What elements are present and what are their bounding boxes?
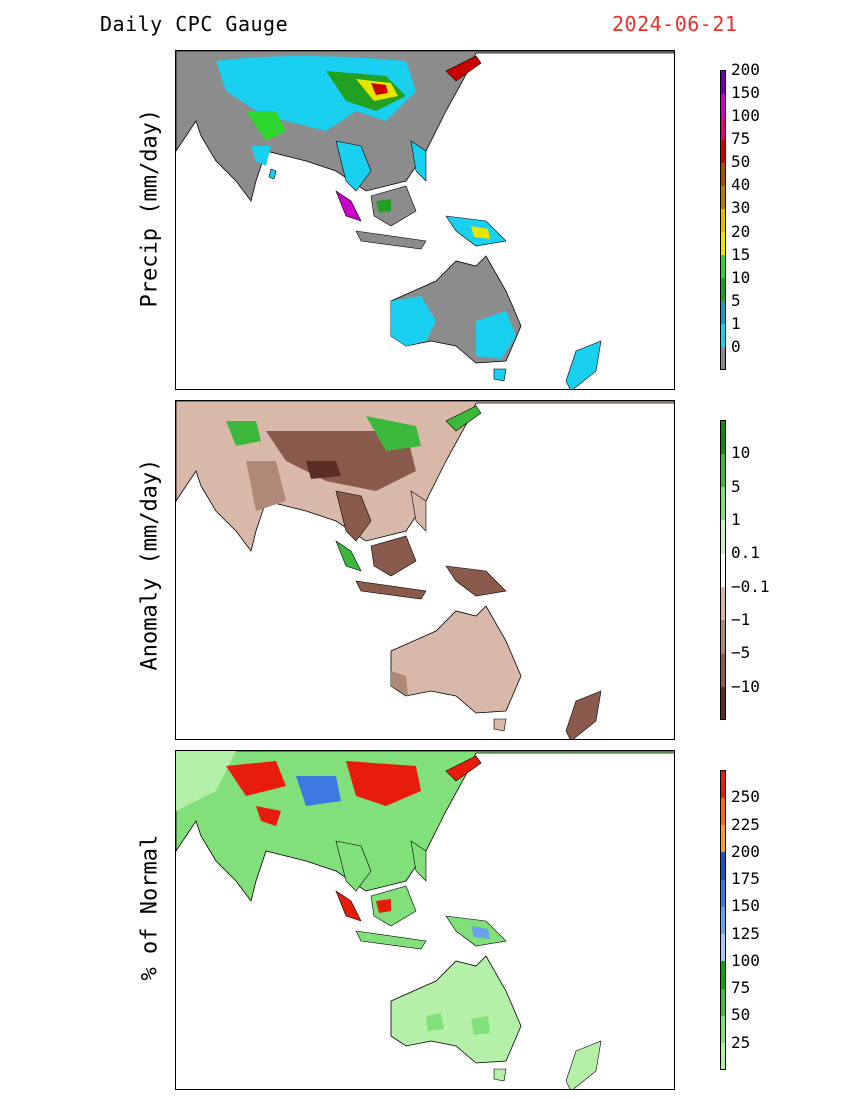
colorbar-segment bbox=[720, 231, 726, 256]
colorbar-tick-label: 1 bbox=[731, 313, 741, 333]
anomaly-map bbox=[176, 401, 674, 739]
percent-map-panel bbox=[175, 750, 675, 1090]
colorbar-segment bbox=[720, 139, 726, 163]
colorbar-segment bbox=[720, 686, 726, 721]
colorbar-tick-label: 10 bbox=[731, 443, 751, 463]
colorbar-segment bbox=[720, 770, 726, 798]
colorbar-tick-label: −1 bbox=[731, 610, 751, 629]
colorbar-tick-label: 50 bbox=[731, 152, 751, 172]
colorbar-tick-label: 5 bbox=[731, 476, 741, 496]
colorbar-segment bbox=[720, 162, 726, 186]
colorbar-segment bbox=[720, 851, 726, 880]
colorbar-tick-label: −10 bbox=[731, 676, 760, 696]
percent-map bbox=[176, 751, 674, 1089]
colorbar-segment bbox=[720, 933, 726, 962]
colorbar-tick-label: 30 bbox=[731, 198, 751, 218]
colorbar-tick-label: 150 bbox=[731, 83, 760, 103]
colorbar-tick-label: 10 bbox=[731, 267, 751, 287]
colorbar-segment bbox=[720, 906, 726, 935]
colorbar-tick-label: 100 bbox=[731, 106, 760, 126]
date-label: 2024-06-21 bbox=[612, 12, 738, 36]
colorbar-tick-label: −0.1 bbox=[731, 576, 770, 596]
colorbar-tick-label: 0 bbox=[731, 336, 741, 356]
colorbar-tick-label: 200 bbox=[731, 841, 760, 861]
colorbar-tick-label: 20 bbox=[731, 221, 751, 241]
colorbar-segment bbox=[720, 185, 726, 209]
colorbar-strip bbox=[720, 420, 726, 721]
colorbar-segment bbox=[720, 1015, 726, 1044]
colorbar-strip bbox=[720, 770, 726, 1071]
colorbar-segment bbox=[720, 486, 726, 521]
colorbar-tick-label: 5 bbox=[731, 290, 741, 310]
colorbar-tick-label: 175 bbox=[731, 869, 760, 889]
colorbar-segment bbox=[720, 323, 726, 348]
colorbar-tick-label: 40 bbox=[731, 175, 751, 195]
colorbar-segment bbox=[720, 420, 726, 454]
colorbar-tick-label: 0.1 bbox=[731, 543, 760, 563]
colorbar-tick-label: 75 bbox=[731, 978, 751, 998]
colorbar-segment bbox=[720, 300, 726, 325]
colorbar-segment bbox=[720, 453, 726, 488]
colorbar-tick-label: 25 bbox=[731, 1032, 751, 1052]
precip-axis-label: Precip (mm/day) bbox=[137, 108, 163, 308]
colorbar-tick-label: 75 bbox=[731, 129, 751, 149]
anomaly-axis-label: Anomaly (mm/day) bbox=[137, 458, 163, 671]
percent-axis-label: % of Normal bbox=[137, 834, 163, 981]
colorbar-segment bbox=[720, 346, 726, 371]
colorbar-segment bbox=[720, 960, 726, 989]
colorbar-tick-label: 1 bbox=[731, 510, 741, 529]
colorbar-segment bbox=[720, 93, 726, 117]
precip-map-panel bbox=[175, 50, 675, 390]
colorbar-segment bbox=[720, 208, 726, 233]
colorbar-segment bbox=[720, 1042, 726, 1071]
colorbar-segment bbox=[720, 988, 726, 1016]
colorbar-tick-label: −5 bbox=[731, 643, 751, 663]
colorbar-segment bbox=[720, 70, 726, 94]
colorbar-segment bbox=[720, 520, 726, 554]
anomaly-map-panel bbox=[175, 400, 675, 740]
chart-title: Daily CPC Gauge bbox=[100, 12, 289, 36]
colorbar-tick-label: 200 bbox=[731, 60, 760, 79]
colorbar-segment bbox=[720, 254, 726, 279]
colorbar-tick-label: 225 bbox=[731, 814, 760, 834]
colorbar-tick-label: 50 bbox=[731, 1005, 751, 1025]
colorbar-segment bbox=[720, 277, 726, 302]
colorbar-tick-label: 15 bbox=[731, 244, 751, 264]
colorbar-segment bbox=[720, 586, 726, 621]
colorbar-segment bbox=[720, 824, 726, 853]
colorbar-tick-label: 150 bbox=[731, 896, 760, 916]
colorbar-segment bbox=[720, 116, 726, 140]
colorbar-strip bbox=[720, 70, 726, 371]
colorbar-tick-label: 250 bbox=[731, 787, 760, 807]
colorbar-segment bbox=[720, 553, 726, 588]
colorbar-tick-label: 125 bbox=[731, 923, 760, 943]
precip-map bbox=[176, 51, 674, 389]
colorbar-tick-label: 100 bbox=[731, 950, 760, 970]
colorbar-segment bbox=[720, 879, 726, 907]
colorbar-segment bbox=[720, 620, 726, 654]
colorbar-segment bbox=[720, 797, 726, 826]
colorbar-segment bbox=[720, 653, 726, 688]
